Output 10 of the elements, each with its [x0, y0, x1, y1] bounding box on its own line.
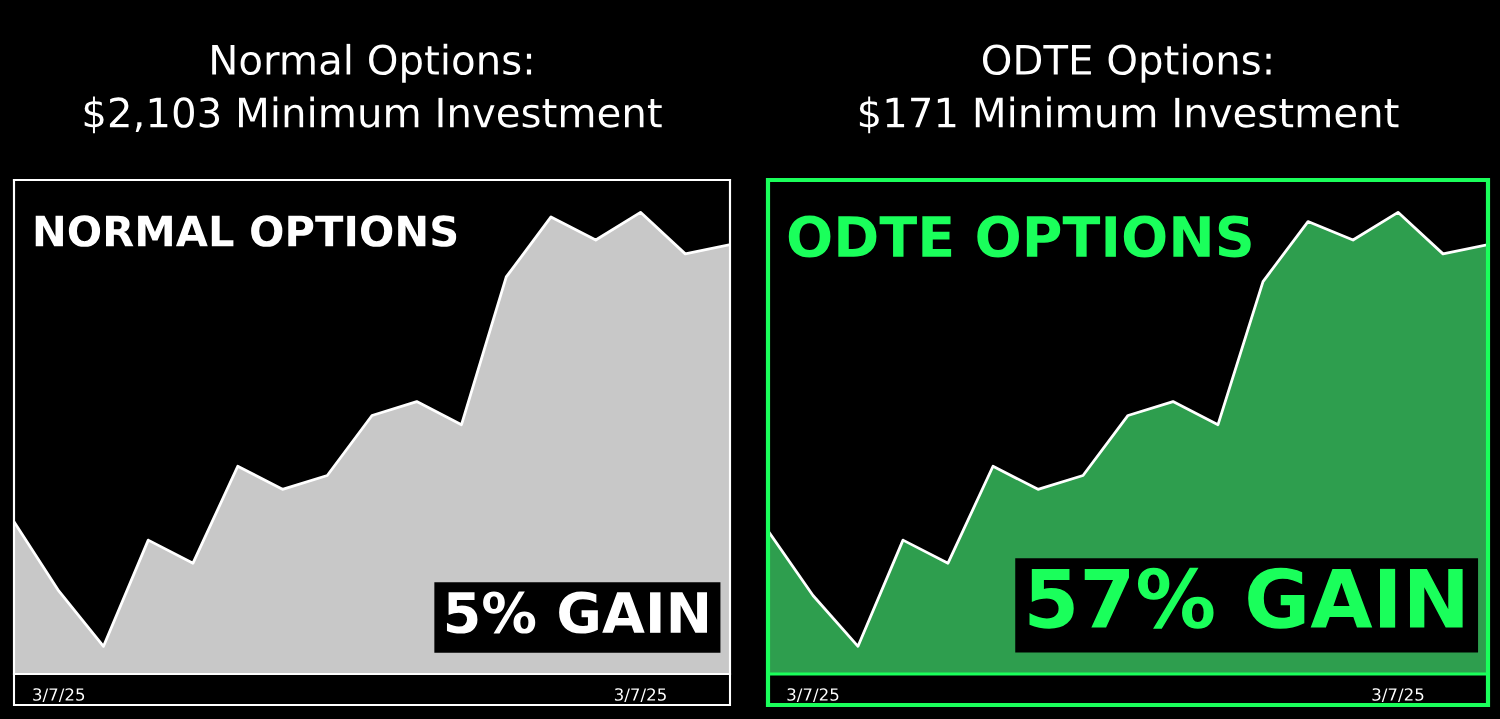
x-tick-label: 3/7/25 [787, 688, 839, 703]
annotation: 5% GAIN [446, 591, 708, 634]
x-tick-label: 3/7/25 [614, 688, 666, 703]
annotation: NORMAL OPTIONS [35, 215, 457, 247]
chart-title: ODTE Options: $171 Minimum Investment [859, 43, 1399, 134]
x-tick-label: 3/7/25 [1372, 688, 1424, 703]
x-tick-label: 3/7/25 [33, 688, 85, 703]
annotation: ODTE OPTIONS [788, 215, 1251, 258]
chart-title: Normal Options: $2,103 Minimum Investment [84, 43, 662, 134]
annotation: 57% GAIN [1029, 567, 1463, 629]
